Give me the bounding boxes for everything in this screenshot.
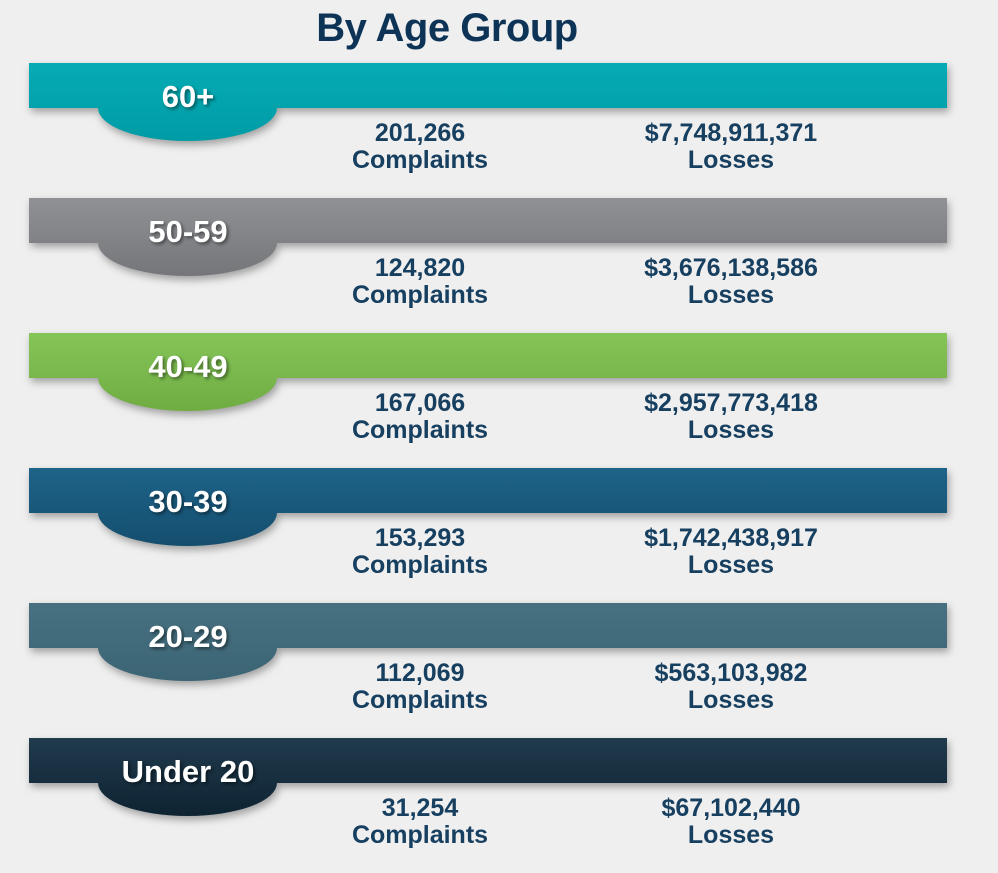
complaints-stat: 112,069 Complaints — [270, 660, 570, 714]
complaints-caption: Complaints — [351, 146, 489, 174]
complaints-value: 124,820 — [374, 254, 466, 282]
age-group-label: 40-49 — [148, 349, 228, 384]
complaints-stat: 201,266 Complaints — [270, 120, 570, 174]
losses-value: $1,742,438,917 — [644, 524, 818, 552]
losses-value: $3,676,138,586 — [644, 254, 818, 282]
complaints-stat: 153,293 Complaints — [270, 525, 570, 579]
age-group-label: 30-39 — [148, 484, 228, 519]
losses-caption: Losses — [687, 416, 775, 444]
age-ribbon: 40-49 — [29, 333, 947, 413]
complaints-caption: Complaints — [351, 821, 489, 849]
losses-value: $2,957,773,418 — [644, 389, 818, 417]
complaints-stat: 31,254 Complaints — [270, 795, 570, 849]
age-group-row: 60+ 201,266 Complaints $7,748,911,371 Lo… — [0, 63, 998, 198]
complaints-caption: Complaints — [351, 281, 489, 309]
age-group-row: Under 20 31,254 Complaints $67,102,440 L… — [0, 738, 998, 873]
losses-value: $67,102,440 — [661, 794, 801, 822]
age-group-row: 40-49 167,066 Complaints $2,957,773,418 … — [0, 333, 998, 468]
losses-value: $7,748,911,371 — [644, 119, 818, 147]
losses-stat: $2,957,773,418 Losses — [561, 390, 901, 444]
complaints-value: 167,066 — [374, 389, 466, 417]
ribbon-shape — [29, 468, 947, 546]
age-ribbon: 60+ — [29, 63, 947, 143]
complaints-stat: 167,066 Complaints — [270, 390, 570, 444]
age-group-row: 50-59 124,820 Complaints $3,676,138,586 … — [0, 198, 998, 333]
age-group-list: 60+ 201,266 Complaints $7,748,911,371 Lo… — [0, 63, 998, 873]
age-group-label: 60+ — [161, 79, 215, 114]
complaints-stat: 124,820 Complaints — [270, 255, 570, 309]
age-ribbon: 20-29 — [29, 603, 947, 683]
age-group-label: Under 20 — [121, 754, 255, 789]
losses-stat: $7,748,911,371 Losses — [561, 120, 901, 174]
ribbon-shape — [29, 333, 947, 411]
losses-stat: $1,742,438,917 Losses — [561, 525, 901, 579]
age-ribbon: 50-59 — [29, 198, 947, 278]
age-group-label: 50-59 — [148, 214, 228, 249]
losses-caption: Losses — [687, 551, 775, 579]
age-group-row: 30-39 153,293 Complaints $1,742,438,917 … — [0, 468, 998, 603]
losses-stat: $563,103,982 Losses — [561, 660, 901, 714]
losses-caption: Losses — [687, 821, 775, 849]
age-ribbon: Under 20 — [29, 738, 947, 818]
losses-value: $563,103,982 — [654, 659, 808, 687]
complaints-value: 153,293 — [374, 524, 466, 552]
complaints-caption: Complaints — [351, 551, 489, 579]
losses-caption: Losses — [687, 146, 775, 174]
chart-title: By Age Group — [316, 6, 578, 50]
complaints-value: 112,069 — [375, 659, 465, 687]
age-ribbon: 30-39 — [29, 468, 947, 548]
losses-stat: $3,676,138,586 Losses — [561, 255, 901, 309]
ribbon-shape — [29, 63, 947, 141]
ribbon-shape — [29, 603, 947, 681]
complaints-caption: Complaints — [351, 686, 489, 714]
ribbon-shape — [29, 738, 947, 816]
age-group-label: 20-29 — [148, 619, 228, 654]
losses-caption: Losses — [687, 686, 775, 714]
complaints-caption: Complaints — [351, 416, 489, 444]
complaints-value: 201,266 — [374, 119, 466, 147]
ribbon-shape — [29, 198, 947, 276]
losses-caption: Losses — [687, 281, 775, 309]
complaints-value: 31,254 — [381, 794, 459, 822]
losses-stat: $67,102,440 Losses — [561, 795, 901, 849]
age-group-row: 20-29 112,069 Complaints $563,103,982 Lo… — [0, 603, 998, 738]
